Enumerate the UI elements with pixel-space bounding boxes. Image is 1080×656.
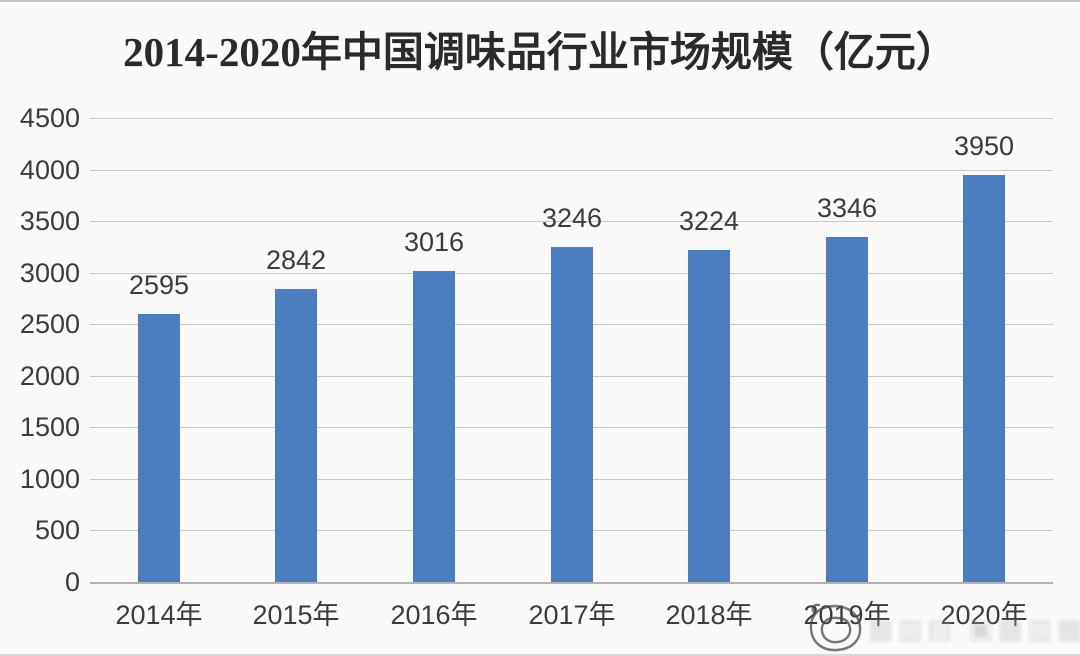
bar	[551, 247, 593, 582]
x-tick-label: 2020年	[940, 600, 1028, 630]
y-tick-label: 500	[34, 515, 80, 545]
x-tick-label: 2019年	[803, 600, 891, 630]
y-tick-label: 4500	[19, 103, 80, 133]
bar	[826, 237, 868, 582]
bar-value-label: 3224	[678, 206, 740, 236]
x-tick-label: 2018年	[665, 600, 753, 630]
x-axis-line	[90, 582, 1053, 584]
gridline	[90, 221, 1053, 222]
x-tick-label: 2016年	[390, 600, 478, 630]
bar-value-label: 2842	[265, 245, 327, 275]
bar-value-label: 3246	[541, 203, 603, 233]
bar	[963, 175, 1005, 582]
y-tick-label: 3500	[19, 206, 80, 236]
bar	[413, 271, 455, 582]
bar-value-label: 3016	[403, 227, 465, 257]
y-tick-label: 1000	[19, 464, 80, 494]
bar	[275, 289, 317, 582]
y-tick-label: 2500	[19, 309, 80, 339]
gridline	[90, 118, 1053, 119]
x-tick-label: 2017年	[528, 600, 616, 630]
y-tick-label: 3000	[19, 258, 80, 288]
y-tick-label: 2000	[19, 361, 80, 391]
bar-value-label: 3346	[816, 193, 878, 223]
x-tick-label: 2014年	[115, 600, 203, 630]
bar-value-label: 3950	[953, 131, 1015, 161]
bar	[138, 314, 180, 582]
bar-value-label: 2595	[128, 270, 190, 300]
y-tick-label: 0	[64, 567, 80, 597]
x-tick-label: 2015年	[252, 600, 340, 630]
gridline	[90, 170, 1053, 171]
y-tick-label: 4000	[19, 155, 80, 185]
chart-title: 2014-2020年中国调味品行业市场规模（亿元）	[123, 29, 957, 75]
bar	[688, 250, 730, 582]
y-tick-label: 1500	[19, 412, 80, 442]
